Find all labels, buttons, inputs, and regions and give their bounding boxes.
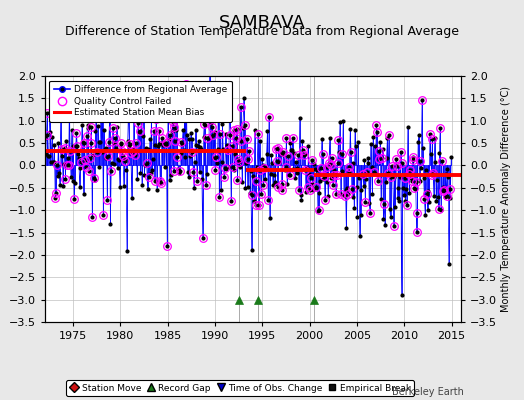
Text: Difference of Station Temperature Data from Regional Average: Difference of Station Temperature Data f… [65, 25, 459, 38]
Legend: Station Move, Record Gap, Time of Obs. Change, Empirical Break: Station Move, Record Gap, Time of Obs. C… [67, 380, 414, 396]
Y-axis label: Monthly Temperature Anomaly Difference (°C): Monthly Temperature Anomaly Difference (… [501, 86, 511, 312]
Text: SAMBAVA: SAMBAVA [219, 14, 305, 32]
Text: Berkeley Earth: Berkeley Earth [392, 387, 464, 397]
